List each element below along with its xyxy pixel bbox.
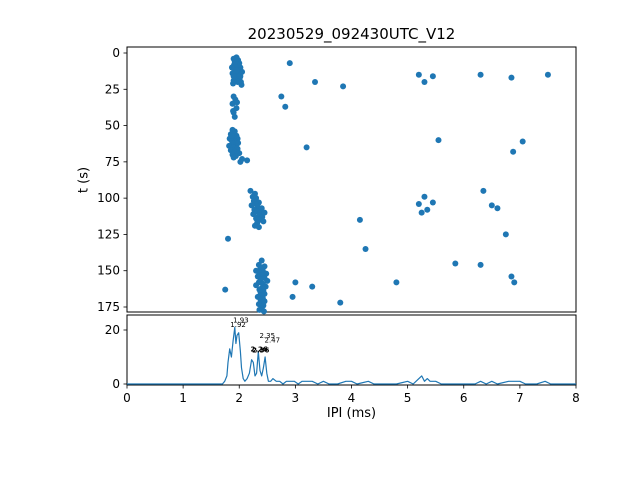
- scatter-point: [435, 137, 442, 144]
- scatter-point: [488, 202, 495, 209]
- scatter-point: [258, 257, 265, 264]
- scatter-point: [415, 71, 422, 78]
- histogram-line: [127, 326, 576, 385]
- scatter-point: [415, 200, 422, 207]
- y-tick-label: 175: [97, 300, 120, 314]
- scatter-point: [230, 80, 237, 87]
- x-tick-label: 1: [179, 391, 187, 405]
- scatter-point: [244, 157, 251, 164]
- x-tick-label: 3: [292, 391, 300, 405]
- x-axis-label: IPI (ms): [326, 406, 377, 421]
- scatter-point: [231, 113, 238, 120]
- scatter-point: [393, 279, 400, 286]
- y-tick-label: 0: [112, 46, 120, 60]
- x-tick-label: 8: [572, 391, 580, 405]
- scatter-point: [429, 199, 436, 206]
- scatter-point: [222, 286, 229, 293]
- scatter-point: [248, 202, 255, 209]
- x-tick-label: 4: [348, 391, 356, 405]
- scatter-point: [337, 299, 344, 306]
- scatter-point: [230, 73, 237, 80]
- scatter-point: [253, 282, 260, 289]
- y-tick-label: 75: [105, 155, 120, 169]
- scatter-point: [239, 68, 246, 75]
- x-tick-label: 0: [123, 391, 131, 405]
- scatter-point: [278, 93, 285, 100]
- scatter-point: [282, 103, 289, 110]
- peak-annotation: 2.35: [259, 332, 275, 340]
- scatter-point: [508, 74, 515, 81]
- scatter-point: [235, 139, 242, 146]
- y-tick-label: 150: [97, 264, 120, 278]
- y-tick-label: 0: [112, 377, 120, 391]
- scatter-point: [260, 218, 267, 225]
- peak-annotation: 1.92: [230, 321, 246, 329]
- scatter-point: [421, 79, 428, 86]
- scatter-point: [356, 216, 363, 223]
- scatter-point: [228, 132, 235, 139]
- scatter-point: [519, 138, 526, 145]
- scatter-point: [511, 279, 518, 286]
- x-tick-label: 6: [460, 391, 468, 405]
- scatter-point: [234, 55, 241, 62]
- scatter-point: [477, 261, 484, 268]
- scatter-point: [303, 144, 310, 151]
- scatter-point: [312, 79, 319, 86]
- scatter-point: [230, 108, 237, 115]
- scatter-point: [502, 231, 509, 238]
- scatter-point: [480, 187, 487, 194]
- scatter-point: [292, 279, 299, 286]
- scatter-point: [260, 308, 267, 315]
- scatter-point: [247, 187, 254, 194]
- scatter-point: [421, 193, 428, 200]
- scatter-point: [309, 283, 316, 290]
- scatter-point: [234, 99, 241, 106]
- top-axes-frame: [126, 46, 577, 313]
- scatter-point: [228, 64, 235, 71]
- peak-annotation: 1.93: [233, 316, 249, 324]
- scatter-point: [544, 71, 551, 78]
- y-tick-label: 20: [105, 323, 120, 337]
- scatter-point: [508, 273, 515, 280]
- scatter-point: [424, 206, 431, 213]
- scatter-point: [429, 73, 436, 80]
- chart-title: 20230529_092430UTC_V12: [247, 25, 456, 43]
- scatter-point: [225, 235, 232, 242]
- scatter-point: [452, 260, 459, 267]
- scatter-point: [418, 209, 425, 216]
- scatter-point: [286, 60, 293, 67]
- scatter-point: [362, 245, 369, 252]
- scatter-point: [237, 158, 244, 165]
- scatter-point: [340, 83, 347, 90]
- scatter-point: [494, 205, 501, 212]
- peak-annotation: 2.47: [265, 337, 281, 345]
- scatter-point: [289, 293, 296, 300]
- y-tick-label: 25: [105, 82, 120, 96]
- scatter-point: [255, 224, 262, 231]
- scatter-point: [477, 71, 484, 78]
- scatter-point: [510, 148, 517, 155]
- peak-annotation: 2.26: [250, 346, 267, 354]
- y-tick-label: 125: [97, 227, 120, 241]
- x-tick-label: 5: [404, 391, 412, 405]
- x-tick-label: 2: [235, 391, 243, 405]
- scatter-point: [264, 277, 271, 284]
- scatter-point: [261, 209, 268, 216]
- y-tick-label: 50: [105, 119, 120, 133]
- scatter-point: [250, 211, 257, 218]
- x-tick-label: 7: [516, 391, 524, 405]
- y-tick-label: 100: [97, 191, 120, 205]
- peak-annotation: 2.36: [252, 347, 269, 355]
- bottom-axes-frame: [126, 314, 577, 386]
- scatter-point: [230, 154, 237, 161]
